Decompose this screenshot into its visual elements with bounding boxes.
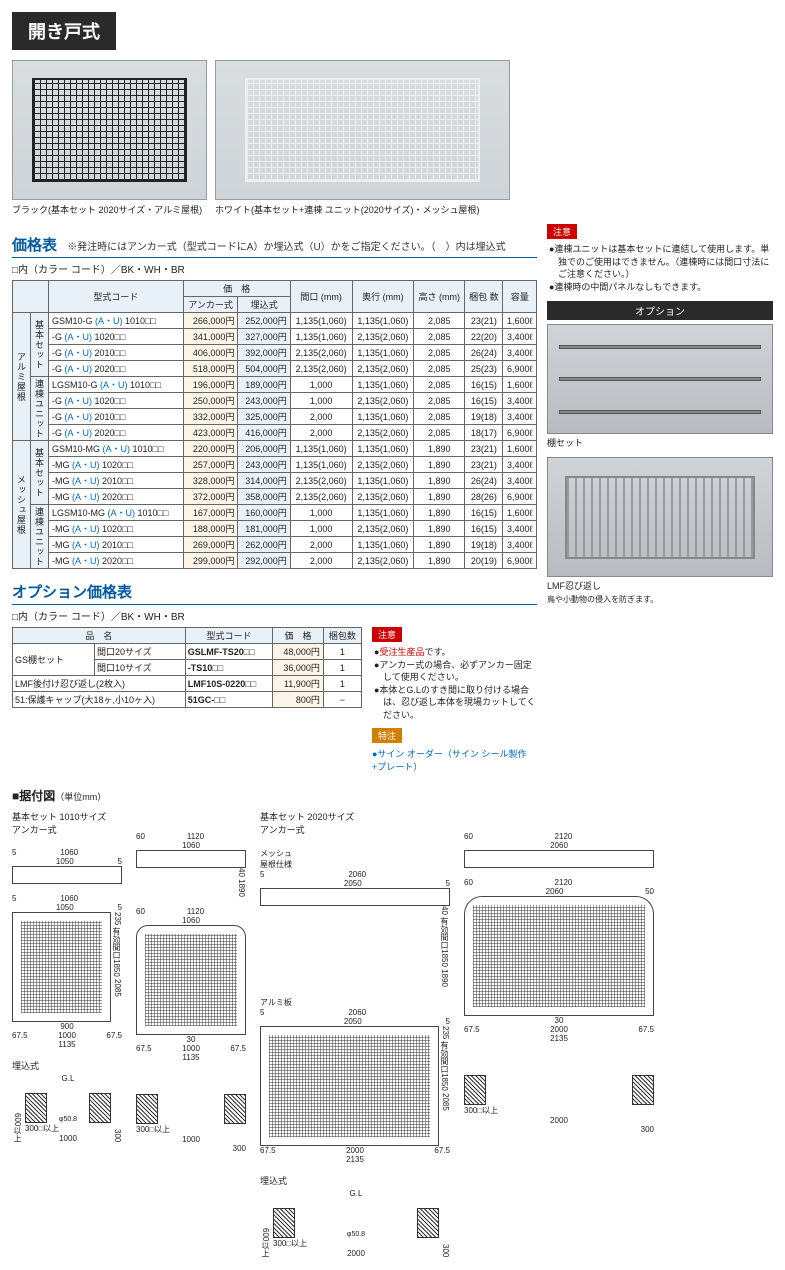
page-title: 開き戸式 xyxy=(12,12,116,50)
right-notice-badge: 注意 xyxy=(547,224,577,239)
option-caption-spike: LMF忍び返し xyxy=(547,579,773,592)
photo-black xyxy=(12,60,207,200)
special-order-text: ●サイン オーダー（サイン シール製作+プレート） xyxy=(372,747,537,773)
photo-caption-black: ブラック(基本セット 2020サイズ・アルミ屋根) xyxy=(12,203,207,216)
table-row: -G (A・U) 2020□□423,000円416,000円2,0002,13… xyxy=(13,425,537,441)
price-table: 型式コード 価 格 間口 (mm) 奥行 (mm) 高さ (mm) 梱包 数 容… xyxy=(12,280,537,569)
table-row: -G (A・U) 2010□□332,000円325,000円2,0001,13… xyxy=(13,409,537,425)
option-color-code-note: □内（カラー コード）／BK・WH・BR xyxy=(12,608,537,623)
option-notice-badge: 注意 xyxy=(372,627,402,642)
diagram-title: ■据付図（単位mm） xyxy=(12,787,773,804)
photo-caption-white: ホワイト(基本セット+連棟 ユニット(2020サイズ)・メッシュ屋根) xyxy=(215,203,510,216)
table-row: アルミ屋根基本セットGSM10-G (A・U) 1010□□266,000円25… xyxy=(13,313,537,329)
photo-white xyxy=(215,60,510,200)
option-caption-spike-sub: 鳥や小動物の侵入を防ぎます。 xyxy=(547,594,773,605)
price-table-title: 価格表 ※発注時にはアンカー式（型式コードにA）か埋込式（U）かをご指定ください… xyxy=(12,234,537,258)
table-row: 連棟ユニットLGSM10-MG (A・U) 1010□□167,000円160,… xyxy=(13,505,537,521)
table-row: 51:保護キャップ(大18ヶ,小10ヶ入)51GC-□□800円− xyxy=(13,692,362,708)
right-notice-list: ●連棟ユニットは基本セットに連結して使用します。単独でのご使用はできません。（連… xyxy=(547,243,773,293)
table-row: -MG (A・U) 1020□□257,000円243,000円1,135(1,… xyxy=(13,457,537,473)
table-row: -G (A・U) 2020□□518,000円504,000円2,135(2,0… xyxy=(13,361,537,377)
option-img-spike xyxy=(547,457,773,577)
table-row: -MG (A・U) 2010□□269,000円262,000円2,0001,1… xyxy=(13,537,537,553)
table-row: 連棟ユニットLGSM10-G (A・U) 1010□□196,000円189,0… xyxy=(13,377,537,393)
table-row: GS棚セット間口20サイズGSLMF-TS20□□48,000円1 xyxy=(13,644,362,660)
installation-diagrams: 基本セット 1010サイズ アンカー式 51060 10505 51060 10… xyxy=(12,810,773,1258)
table-row: -MG (A・U) 2010□□328,000円314,000円2,135(2,… xyxy=(13,473,537,489)
table-row: -MG (A・U) 1020□□188,000円181,000円1,0002,1… xyxy=(13,521,537,537)
table-row: メッシュ屋根基本セットGSM10-MG (A・U) 1010□□220,000円… xyxy=(13,441,537,457)
color-code-note: □内（カラー コード）／BK・WH・BR xyxy=(12,261,537,276)
table-row: -G (A・U) 2010□□406,000円392,000円2,135(2,0… xyxy=(13,345,537,361)
option-header: オプション xyxy=(547,301,773,320)
table-row: -MG (A・U) 2020□□372,000円358,000円2,135(2,… xyxy=(13,489,537,505)
option-price-title: オプション価格表 xyxy=(12,581,537,605)
special-badge: 特注 xyxy=(372,728,402,743)
option-img-shelf xyxy=(547,324,773,434)
table-row: -G (A・U) 1020□□250,000円243,000円1,0002,13… xyxy=(13,393,537,409)
option-caption-shelf: 棚セット xyxy=(547,436,773,449)
product-photos: ブラック(基本セット 2020サイズ・アルミ屋根) ホワイト(基本セット+連棟 … xyxy=(12,60,773,216)
table-row: LMF後付け忍び返し(2枚入)LMF10S-0220□□11,900円1 xyxy=(13,676,362,692)
table-row: -MG (A・U) 2020□□299,000円292,000円2,0002,1… xyxy=(13,553,537,569)
option-price-table: 品 名 型式コード 価 格 梱包数 GS棚セット間口20サイズGSLMF-TS2… xyxy=(12,627,362,708)
table-row: -G (A・U) 1020□□341,000円327,000円1,135(1,0… xyxy=(13,329,537,345)
option-notice-list: ●受注生産品です。●アンカー式の場合、必ずアンカー固定して使用ください。●本体と… xyxy=(372,646,537,722)
